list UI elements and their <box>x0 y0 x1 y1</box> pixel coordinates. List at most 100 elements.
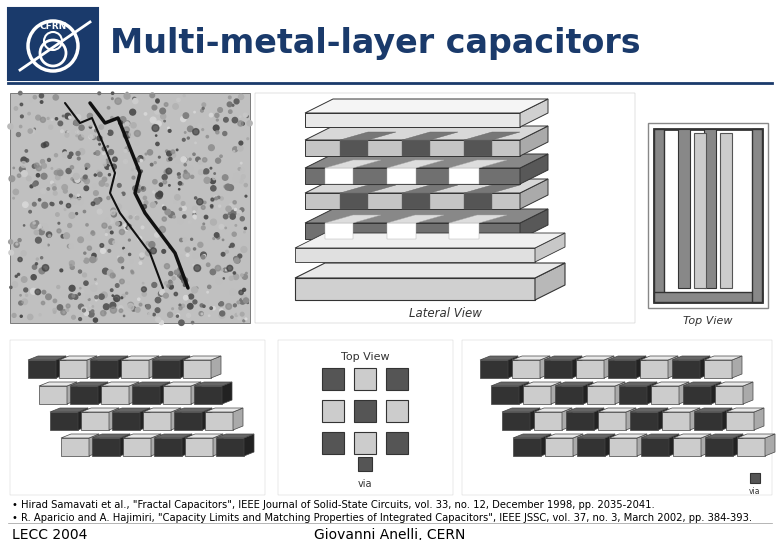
Circle shape <box>168 130 171 132</box>
Circle shape <box>48 158 51 161</box>
Circle shape <box>181 201 185 205</box>
Circle shape <box>231 210 236 215</box>
Polygon shape <box>402 185 458 193</box>
Bar <box>654 292 762 302</box>
Circle shape <box>179 307 182 310</box>
Bar <box>750 473 760 483</box>
Polygon shape <box>519 382 529 404</box>
Circle shape <box>53 308 56 312</box>
Circle shape <box>10 286 12 288</box>
Circle shape <box>74 176 78 180</box>
Circle shape <box>124 127 129 133</box>
Circle shape <box>20 161 27 167</box>
Polygon shape <box>641 434 679 438</box>
Polygon shape <box>555 386 583 404</box>
Circle shape <box>58 121 62 126</box>
Circle shape <box>26 159 29 162</box>
Circle shape <box>109 166 113 170</box>
Circle shape <box>83 252 86 254</box>
Circle shape <box>70 265 72 266</box>
Circle shape <box>241 247 246 252</box>
Circle shape <box>83 211 86 213</box>
Circle shape <box>168 281 172 285</box>
Bar <box>322 368 344 390</box>
Circle shape <box>240 312 244 316</box>
Circle shape <box>176 160 179 163</box>
Circle shape <box>62 115 64 117</box>
Circle shape <box>94 130 97 132</box>
Circle shape <box>114 295 120 301</box>
Circle shape <box>98 138 100 139</box>
Circle shape <box>48 235 51 237</box>
Polygon shape <box>305 140 520 156</box>
Circle shape <box>105 184 108 186</box>
Circle shape <box>242 122 244 125</box>
Circle shape <box>233 274 239 280</box>
Polygon shape <box>325 215 381 223</box>
Polygon shape <box>640 360 668 378</box>
Circle shape <box>30 222 37 229</box>
Circle shape <box>175 194 180 200</box>
Polygon shape <box>576 356 614 360</box>
Polygon shape <box>244 434 254 456</box>
Circle shape <box>211 178 215 184</box>
Circle shape <box>222 239 224 240</box>
Circle shape <box>131 272 134 274</box>
Circle shape <box>237 210 241 214</box>
Circle shape <box>126 92 128 94</box>
Polygon shape <box>61 434 99 438</box>
Circle shape <box>174 292 178 296</box>
Circle shape <box>95 296 98 299</box>
Bar <box>720 133 732 288</box>
Circle shape <box>227 265 232 271</box>
Circle shape <box>218 107 222 112</box>
Circle shape <box>224 118 229 122</box>
Circle shape <box>81 307 87 312</box>
Circle shape <box>42 202 48 208</box>
Polygon shape <box>295 248 535 262</box>
Circle shape <box>144 201 148 205</box>
Circle shape <box>186 247 190 252</box>
Polygon shape <box>70 386 98 404</box>
Circle shape <box>194 197 197 199</box>
Circle shape <box>193 300 197 304</box>
Circle shape <box>99 181 105 186</box>
Circle shape <box>232 104 234 106</box>
Circle shape <box>53 299 57 302</box>
Circle shape <box>79 304 83 309</box>
Circle shape <box>174 201 176 203</box>
Circle shape <box>184 132 186 133</box>
Circle shape <box>111 289 113 292</box>
Circle shape <box>210 167 211 169</box>
Circle shape <box>119 121 122 125</box>
Circle shape <box>80 288 81 289</box>
Circle shape <box>57 229 61 233</box>
Circle shape <box>46 232 51 237</box>
Text: via: via <box>750 487 760 496</box>
Circle shape <box>124 93 130 99</box>
Circle shape <box>133 98 138 104</box>
Polygon shape <box>513 438 541 456</box>
Polygon shape <box>140 408 150 430</box>
Circle shape <box>84 258 89 263</box>
Circle shape <box>193 153 195 156</box>
Circle shape <box>180 255 183 259</box>
Circle shape <box>142 187 144 189</box>
Circle shape <box>12 198 14 199</box>
Circle shape <box>211 206 213 208</box>
Polygon shape <box>305 179 548 193</box>
Text: • Hirad Samavati et al., "Fractal Capacitors", IEEE Journal of Solid-State Circu: • Hirad Samavati et al., "Fractal Capaci… <box>12 500 654 510</box>
Circle shape <box>94 174 97 176</box>
Circle shape <box>72 315 76 319</box>
Circle shape <box>90 232 95 235</box>
Polygon shape <box>669 434 679 456</box>
Circle shape <box>110 307 116 313</box>
Polygon shape <box>129 382 139 404</box>
Circle shape <box>115 284 119 287</box>
Circle shape <box>130 260 133 263</box>
Text: Lateral View: Lateral View <box>409 307 481 320</box>
Circle shape <box>76 152 80 156</box>
Circle shape <box>235 225 236 226</box>
Circle shape <box>194 111 195 113</box>
Polygon shape <box>679 382 689 404</box>
